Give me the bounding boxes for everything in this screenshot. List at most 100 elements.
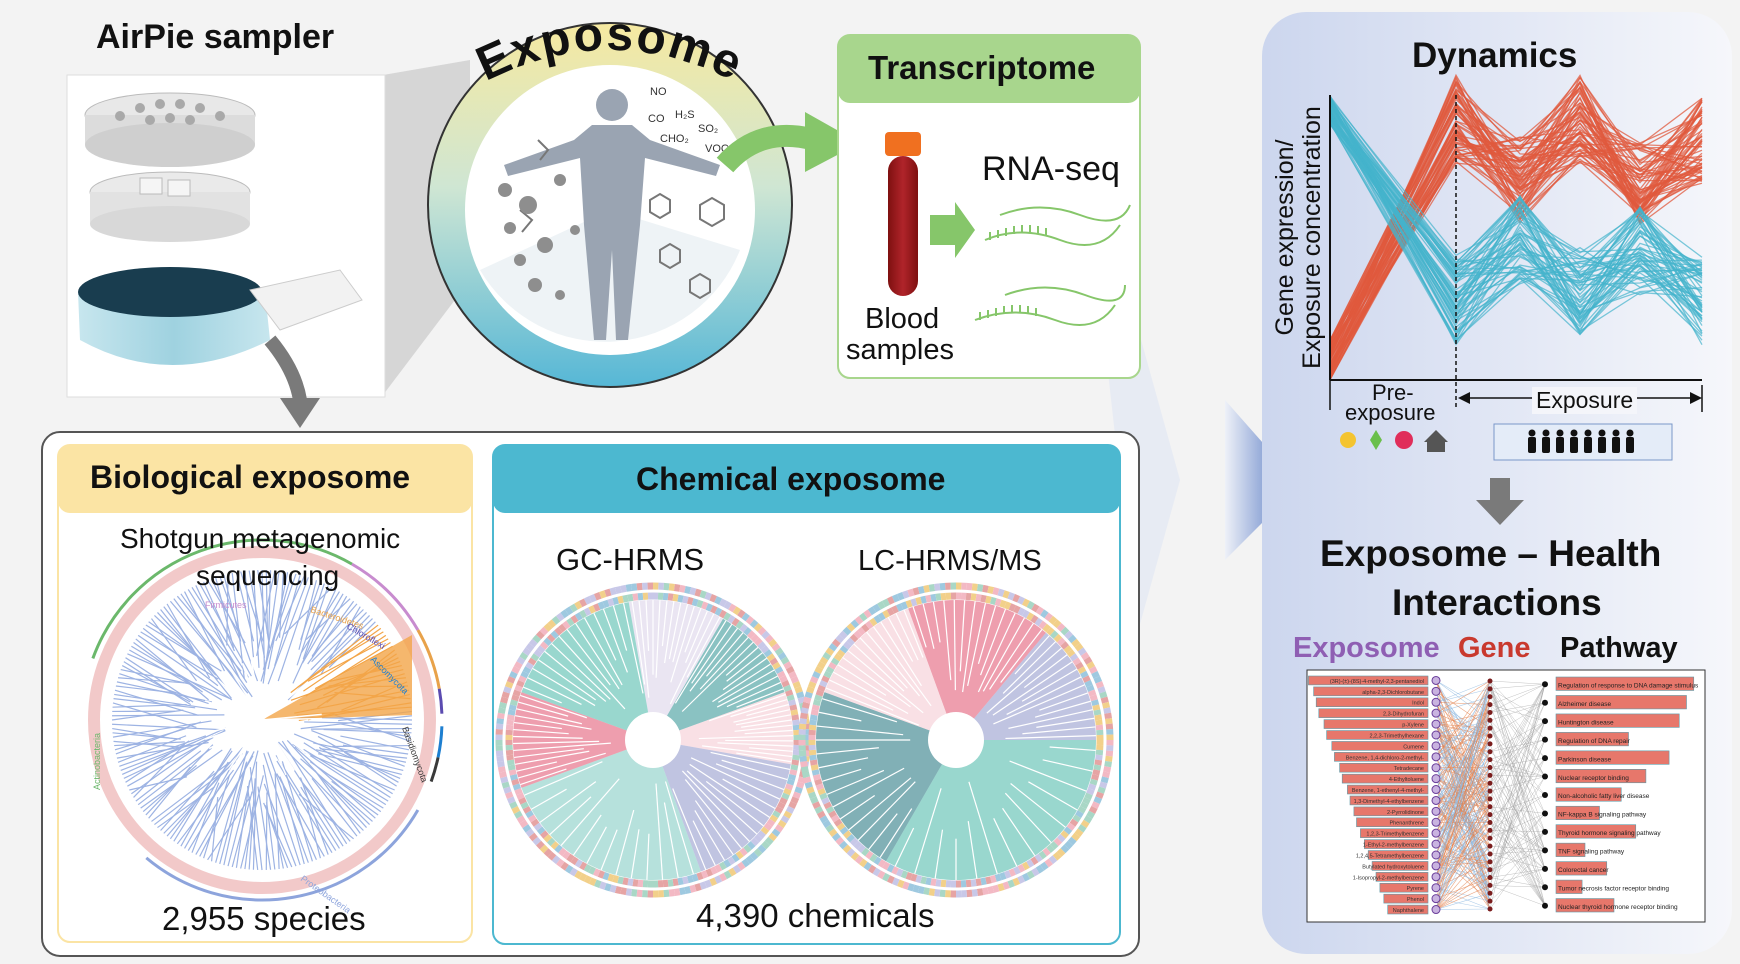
gcTree-ring-1-19 [768, 832, 778, 842]
exposome-bar-14 [1360, 828, 1429, 838]
person-icon-body-4 [1584, 437, 1592, 453]
gcTree-ring-1-126 [604, 588, 612, 597]
lcTree-ring-0-96 [811, 704, 820, 711]
lcTree-ring-1-66 [846, 848, 856, 858]
tree-branch-62 [231, 791, 253, 868]
gcTree-branch-0-6 [664, 601, 675, 664]
lcTree-ring-0-53 [910, 873, 918, 882]
gcTree-ring-1-59 [574, 870, 583, 880]
edge-e-17-4 [1435, 712, 1491, 867]
gcTree-ring-1-75 [513, 810, 523, 819]
exposome-bar-3 [1318, 708, 1429, 718]
tree-branch-186 [311, 595, 348, 658]
gcTree-branch-4-0 [664, 781, 695, 875]
edge-p-3-10 [1489, 739, 1546, 760]
gcTree-ring-1-108 [525, 643, 535, 652]
tree-branch-126 [127, 653, 230, 699]
gcTree-ring-0-107 [530, 653, 540, 662]
lcTree-ring-0-152 [1034, 617, 1043, 627]
gcTree-branch-4-5 [615, 809, 635, 876]
lcTree-ring-0-160 [1063, 645, 1073, 654]
microbe-icons [498, 174, 580, 300]
tree-branch-99 [119, 735, 207, 767]
lcTree-ring-0-58 [886, 864, 895, 873]
gcTree-ring-1-96 [498, 701, 507, 709]
edge-e-19-0 [1435, 680, 1491, 888]
gcTree-ring-0-128 [617, 595, 624, 604]
lcTree-ring-0-131 [935, 593, 942, 601]
gcTree-ring-0-65 [554, 844, 563, 853]
lcTree-branch-4-11 [887, 617, 914, 662]
gene-node-17 [1487, 812, 1493, 818]
tree-branch-46 [263, 752, 301, 866]
gcTree-ring-0-60 [574, 859, 583, 868]
exposome-node-14 [1431, 828, 1441, 838]
lcTree-ring-1-51 [917, 886, 925, 895]
lcTree-ring-1-123 [891, 593, 900, 603]
gcTree-branch-2-13 [736, 752, 792, 763]
edge-p-10-22 [1489, 853, 1546, 870]
edge-e-17-16 [1435, 806, 1491, 867]
person-icon-body-2 [1556, 437, 1564, 453]
gcTree-ring-0-54 [602, 872, 610, 881]
gcTree-branch-0-7 [668, 602, 682, 660]
gcTree-ring-0-29 [723, 859, 732, 868]
gcTree-ring-1-97 [500, 696, 509, 704]
gcTree-ring-1-146 [709, 593, 718, 603]
exposome-node-21 [1431, 905, 1441, 915]
tree-branch-181 [302, 585, 329, 660]
tree-branch-156 [223, 574, 242, 642]
lcTree-ring-1-102 [812, 670, 821, 679]
edge-e-15-2 [1435, 696, 1491, 845]
lcTree-ring-0-41 [970, 879, 977, 887]
lcTree-branch-2-3 [1028, 781, 1078, 811]
lcTree-ring-1-72 [825, 824, 835, 833]
exposome-node-15 [1431, 839, 1441, 849]
gcTree-branch-0-0 [631, 601, 646, 685]
gcTree-ring-1-49 [625, 888, 633, 896]
lcTree-ring-1-138 [971, 583, 978, 591]
lcTree-ring-1-175 [1104, 712, 1112, 720]
edge-p-9-10 [1489, 759, 1546, 851]
lcTree-ring-1-150 [1031, 603, 1040, 613]
gcTree-ring-0-175 [791, 714, 800, 721]
lcTree-branch-3-9 [816, 747, 879, 755]
tree-branch-124 [123, 661, 192, 706]
gcTree-ring-0-62 [566, 853, 575, 863]
edge-p-3-9 [1489, 739, 1546, 753]
lcTree-ring-1-97 [803, 696, 812, 704]
lcTree-ring-1-3 [1105, 755, 1113, 762]
edge-p-5-25 [1489, 776, 1546, 878]
edge-p-12-18 [1489, 822, 1546, 906]
lcTree-ring-0-85 [809, 759, 818, 766]
tree-branch-93 [129, 776, 187, 791]
edge-e-12-12 [1435, 775, 1491, 812]
gcTree-ring-0-39 [677, 877, 684, 886]
tree-branch-53 [257, 786, 272, 870]
lcTree-ring-1-166 [1088, 666, 1098, 675]
tree-branch-147 [187, 589, 248, 683]
blood-tube-icon [885, 132, 921, 296]
blue-series-line-36 [1329, 107, 1703, 308]
lcTree-ring-1-68 [838, 840, 848, 850]
lcTree-ring-0-79 [817, 788, 826, 796]
lcTree-ring-0-102 [821, 675, 830, 683]
lcTree-ring-0-95 [810, 709, 819, 716]
lcTree-ring-0-176 [1095, 719, 1103, 726]
lcTree-branch-0-3 [943, 600, 952, 681]
lcTree-ring-0-121 [886, 607, 895, 616]
exposome-bar-4 [1323, 719, 1429, 729]
gcTree-branch-1-9 [712, 663, 771, 703]
gcTree-ring-0-5 [790, 764, 799, 771]
lcTree-branch-4-8 [866, 631, 920, 697]
blood-samples-line1: Blood [865, 303, 940, 335]
gcTree-branch-4-8 [572, 814, 602, 856]
lcTree-ring-1-5 [1103, 766, 1112, 773]
lcTree-ring-0-120 [882, 609, 891, 619]
edge-p-5-5 [1489, 720, 1546, 777]
lcTree-ring-1-25 [1048, 855, 1058, 865]
gcTree-ring-1-156 [753, 622, 763, 632]
gcTree-ring-1-166 [785, 666, 795, 675]
person-icon-body-1 [1542, 437, 1550, 453]
lcTree-ring-1-63 [859, 858, 868, 868]
